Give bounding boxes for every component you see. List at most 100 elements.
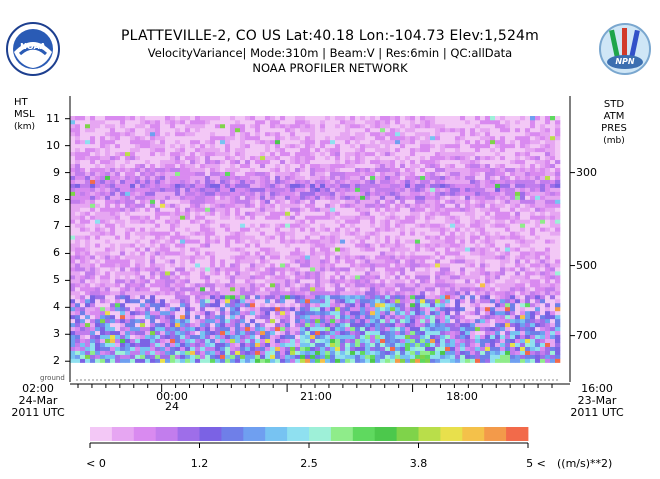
heatmap-cell	[465, 179, 471, 184]
heatmap-cell	[230, 358, 236, 363]
heatmap-cell	[305, 215, 311, 220]
heatmap-cell	[135, 231, 141, 236]
heatmap-cell	[300, 275, 306, 280]
heatmap-cell	[125, 251, 131, 256]
heatmap-cell	[435, 279, 441, 284]
heatmap-cell	[445, 334, 451, 340]
heatmap-cell	[155, 183, 161, 188]
heatmap-cell	[80, 219, 86, 224]
heatmap-cell	[445, 123, 451, 129]
heatmap-cell	[215, 163, 221, 168]
heatmap-cell	[115, 310, 121, 316]
heatmap-cell	[220, 275, 226, 280]
heatmap-cell	[100, 191, 106, 196]
heatmap-cell	[180, 183, 186, 188]
heatmap-cell	[220, 283, 226, 288]
heatmap-cell	[185, 199, 191, 204]
heatmap-cell	[260, 287, 266, 292]
heatmap-cell	[385, 255, 391, 260]
heatmap-cell	[225, 279, 231, 284]
heatmap-cell	[85, 131, 91, 137]
heatmap-cell	[160, 330, 166, 336]
heatmap-cell	[180, 322, 186, 328]
heatmap-cell	[295, 116, 301, 121]
heatmap-cell	[280, 251, 286, 256]
heatmap-cell	[125, 350, 131, 355]
heatmap-cell	[100, 215, 106, 220]
heatmap-cell	[245, 314, 251, 320]
heatmap-cell	[405, 294, 411, 300]
heatmap-cell	[380, 155, 386, 161]
heatmap-cell	[175, 259, 181, 264]
heatmap-cell	[405, 127, 411, 133]
heatmap-cell	[155, 223, 161, 228]
heatmap-cell	[435, 131, 441, 137]
heatmap-cell	[395, 290, 401, 296]
heatmap-cell	[240, 183, 246, 188]
heatmap-cell	[210, 334, 216, 340]
heatmap-cell	[220, 131, 226, 137]
heatmap-cell	[375, 203, 381, 208]
heatmap-cell	[90, 298, 96, 304]
heatmap-cell	[100, 155, 106, 161]
npn-logo-text: NPN	[615, 57, 635, 66]
heatmap-cell	[165, 283, 171, 288]
heatmap-cell	[115, 314, 121, 320]
heatmap-cell	[190, 195, 196, 200]
heatmap-cell	[220, 302, 226, 308]
heatmap-cell	[410, 247, 416, 252]
heatmap-cell	[200, 191, 206, 196]
heatmap-cell	[225, 211, 231, 216]
heatmap-cell	[395, 283, 401, 288]
heatmap-cell	[190, 207, 196, 212]
heatmap-cell	[360, 354, 366, 359]
heatmap-cell	[130, 271, 136, 276]
heatmap-cell	[430, 298, 436, 304]
heatmap-cell	[285, 263, 291, 268]
heatmap-cell	[425, 239, 431, 244]
heatmap-cell	[130, 354, 136, 359]
heatmap-cell	[155, 239, 161, 244]
heatmap-cell	[400, 139, 406, 145]
heatmap-cell	[325, 350, 331, 355]
heatmap-cell	[445, 247, 451, 252]
heatmap-cell	[425, 119, 431, 125]
heatmap-cell	[80, 167, 86, 172]
heatmap-cell	[395, 255, 401, 260]
heatmap-cell	[205, 255, 211, 260]
heatmap-cell	[210, 314, 216, 320]
heatmap-cell	[350, 318, 356, 324]
heatmap-cell	[435, 116, 441, 121]
heatmap-cell	[290, 298, 296, 304]
heatmap-cell	[300, 123, 306, 129]
heatmap-cell	[220, 187, 226, 192]
heatmap-cell	[325, 116, 331, 121]
heatmap-cell	[465, 219, 471, 224]
heatmap-cell	[100, 139, 106, 145]
heatmap-cell	[105, 179, 111, 184]
heatmap-cell	[440, 183, 446, 188]
heatmap-cell	[290, 294, 296, 300]
heatmap-cell	[315, 131, 321, 137]
heatmap-cell	[230, 127, 236, 133]
heatmap-cell	[110, 127, 116, 133]
heatmap-cell	[400, 135, 406, 141]
heatmap-cell	[75, 338, 81, 343]
heatmap-cell	[260, 219, 266, 224]
heatmap-cell	[360, 187, 366, 192]
heatmap-cell	[400, 350, 406, 355]
heatmap-cell	[315, 358, 321, 363]
heatmap-cell	[300, 267, 306, 272]
heatmap-cell	[425, 251, 431, 256]
heatmap-cell	[240, 231, 246, 236]
heatmap-cell	[385, 163, 391, 168]
heatmap-cell	[145, 290, 151, 296]
heatmap-cell	[410, 123, 416, 129]
heatmap-cell	[370, 271, 376, 276]
heatmap-cell	[185, 183, 191, 188]
heatmap-cell	[285, 354, 291, 359]
heatmap-cell	[245, 163, 251, 168]
heatmap-cell	[210, 326, 216, 332]
heatmap-cell	[135, 151, 141, 157]
heatmap-cell	[455, 263, 461, 268]
